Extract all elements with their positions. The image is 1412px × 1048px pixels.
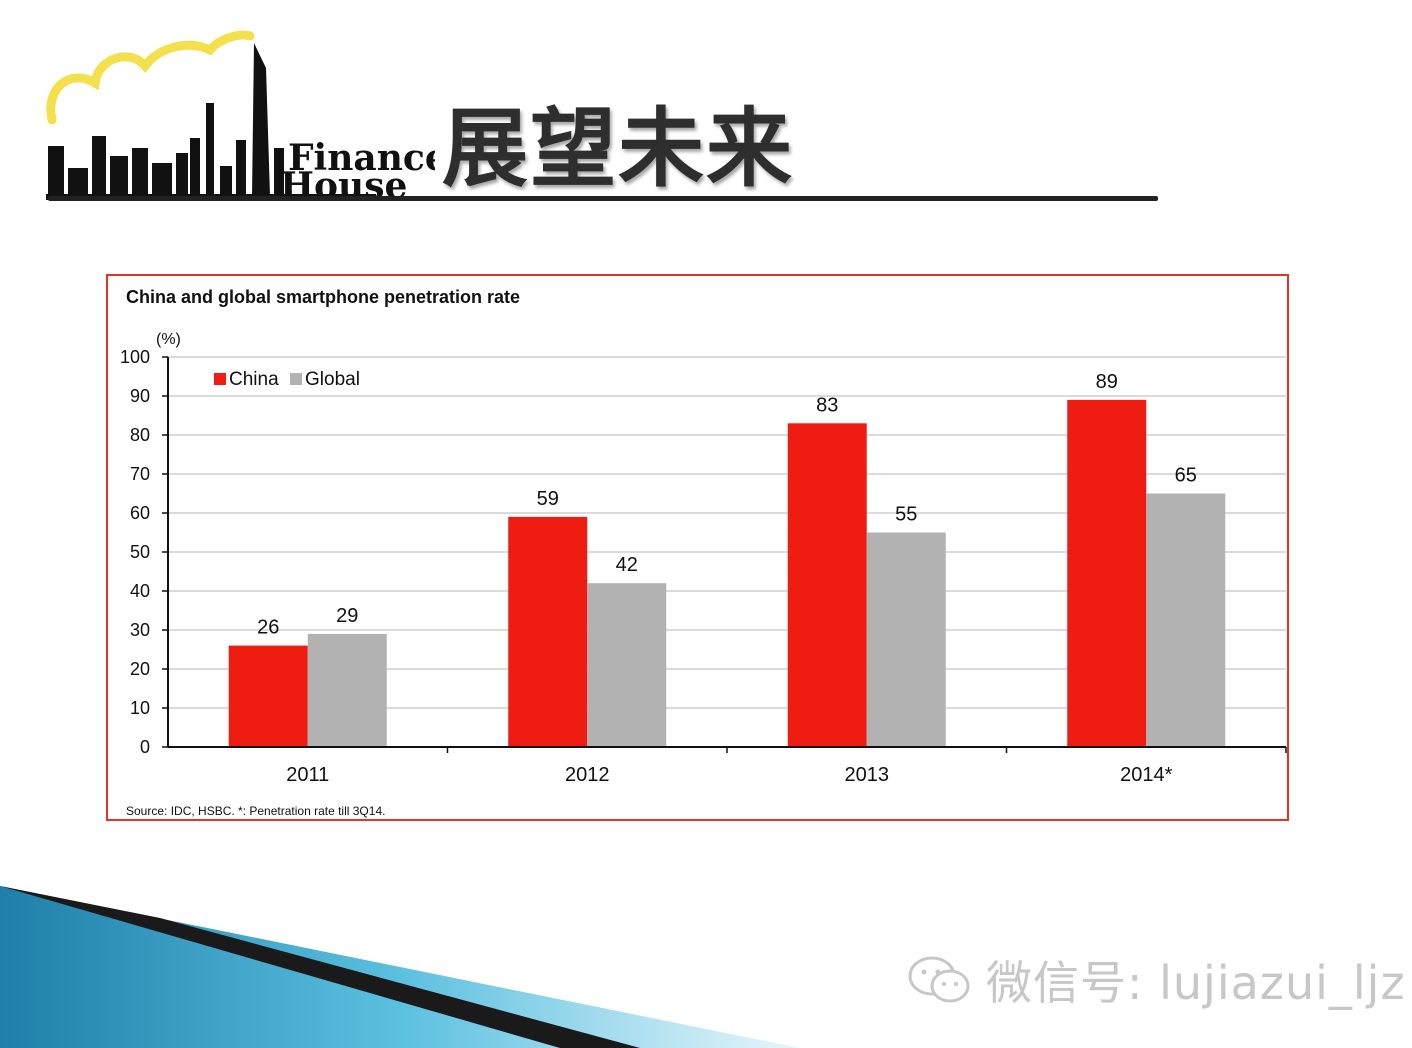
header-divider (48, 196, 1158, 201)
bar-value-label: 55 (895, 504, 917, 526)
legend-swatch-global (290, 373, 302, 385)
bar-china (1067, 399, 1147, 747)
chart-source-note: Source: IDC, HSBC. *: Penetration rate t… (126, 804, 385, 818)
y-tick-label: 0 (140, 737, 150, 757)
bar-value-label: 65 (1175, 465, 1197, 487)
x-category-label: 2011 (286, 764, 329, 786)
y-tick-label: 70 (130, 464, 150, 484)
y-tick-label: 40 (130, 581, 150, 601)
footer-decoration (0, 886, 800, 1048)
y-tick-label: 10 (130, 698, 150, 718)
legend-swatch-china (214, 373, 226, 385)
bar-china (787, 423, 867, 747)
bar-china (228, 645, 308, 747)
bar-chart: China and global smartphone penetration … (120, 287, 1287, 818)
wechat-watermark: 微信号: lujiazui_ljz (906, 950, 1406, 1010)
bar-value-label: 29 (336, 605, 358, 627)
y-tick-label: 90 (130, 386, 150, 406)
logo: Finance House (40, 28, 448, 208)
y-tick-label: 50 (130, 542, 150, 562)
legend-label-china: China (229, 369, 279, 390)
chart-frame: China and global smartphone penetration … (106, 274, 1289, 821)
x-category-label: 2013 (845, 764, 890, 786)
bar-value-label: 26 (257, 617, 279, 639)
legend-label-global: Global (305, 369, 360, 390)
bar-global (587, 583, 667, 747)
chart-title: China and global smartphone penetration … (126, 287, 520, 307)
slide-title: 展望未来 (442, 99, 794, 199)
bar-value-label: 42 (616, 554, 638, 576)
logo-text-finance: Finance (288, 137, 435, 179)
y-tick-label: 100 (120, 347, 150, 367)
y-tick-label: 30 (130, 620, 150, 640)
bar-global (866, 532, 946, 747)
bar-value-label: 59 (537, 488, 559, 510)
wechat-icon (908, 956, 970, 1003)
bar-global (307, 633, 387, 747)
y-tick-label: 60 (130, 503, 150, 523)
watermark-text: 微信号: lujiazui_ljz (986, 956, 1406, 1010)
bar-china (508, 516, 588, 747)
y-axis-unit-label: (%) (156, 331, 181, 348)
x-category-label: 2014* (1120, 764, 1172, 786)
y-tick-label: 80 (130, 425, 150, 445)
bar-value-label: 89 (1096, 371, 1118, 393)
y-tick-label: 20 (130, 659, 150, 679)
x-category-label: 2012 (565, 764, 610, 786)
bar-value-label: 83 (816, 394, 838, 416)
bar-global (1146, 493, 1226, 747)
logo-graphic: Finance House (46, 30, 448, 207)
